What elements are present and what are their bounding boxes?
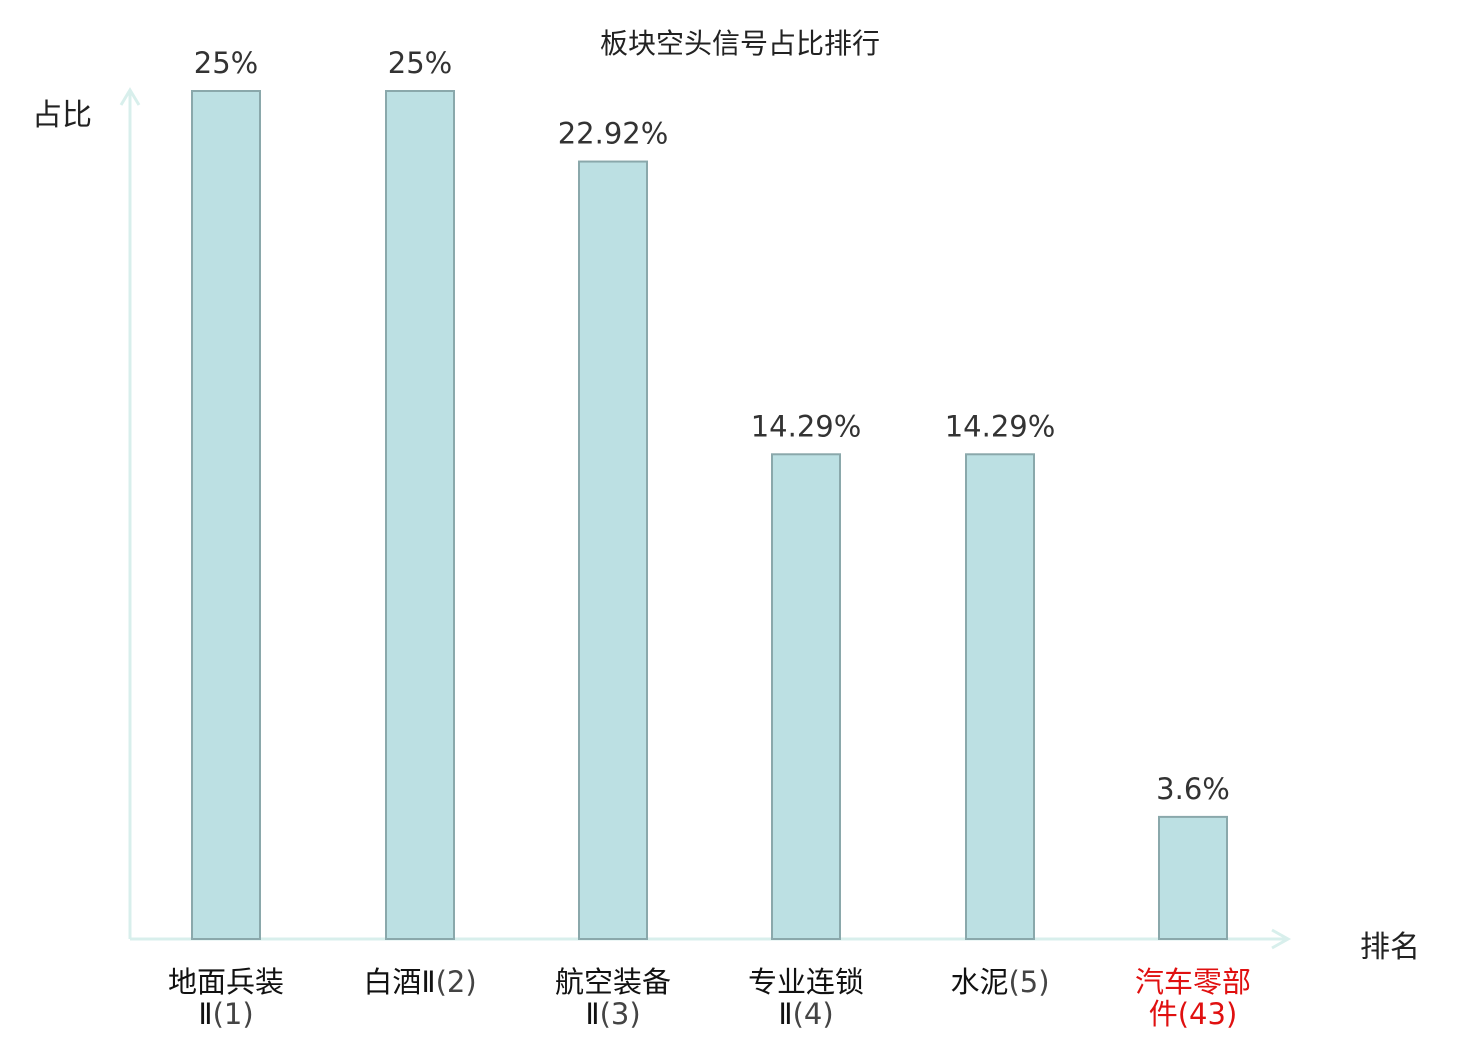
x-tick-label-line2: Ⅱ(4) <box>778 997 834 1031</box>
data-label: 3.6% <box>1156 772 1230 806</box>
x-tick-label-rank: (2) <box>435 965 477 999</box>
x-tick-label-rank: (5) <box>1008 965 1050 999</box>
data-label: 25% <box>194 46 258 80</box>
x-axis-label: 排名 <box>1360 930 1420 965</box>
x-tick-label-line2: 件(43) <box>1148 997 1238 1031</box>
bar <box>771 453 841 940</box>
x-tick-label-rank: (3) <box>599 997 641 1031</box>
x-tick-label-line2: Ⅱ(1) <box>198 997 254 1031</box>
x-tick-label: 水泥(5) <box>905 966 1095 998</box>
bar <box>1158 815 1228 940</box>
chart-title: 板块空头信号占比排行 <box>599 27 880 60</box>
x-tick-label-line2: Ⅱ(3) <box>585 997 641 1031</box>
x-tick-label: 专业连锁 Ⅱ(4) <box>711 966 901 1030</box>
bar <box>578 160 648 941</box>
y-axis-label: 占比 <box>32 98 92 133</box>
x-tick-label: 汽车零部 件(43) <box>1098 966 1288 1030</box>
y-axis-arrow <box>119 87 141 106</box>
x-tick-label-name: 地面兵装 <box>167 965 284 999</box>
bar <box>191 90 261 940</box>
bar <box>965 453 1035 940</box>
x-tick-label-rank: (4) <box>792 997 834 1031</box>
x-tick-label-name: 白酒Ⅱ <box>363 965 436 999</box>
x-tick-label: 航空装备 Ⅱ(3) <box>518 966 708 1030</box>
x-tick-label: 白酒Ⅱ(2) <box>325 966 515 998</box>
x-axis-arrow <box>1271 928 1292 950</box>
x-tick-label-name: 专业连锁 <box>747 965 864 999</box>
data-label: 22.92% <box>558 117 669 151</box>
x-tick-label-rank: (43) <box>1177 997 1238 1031</box>
x-tick-label: 地面兵装 Ⅱ(1) <box>131 966 321 1030</box>
x-tick-label-name: 汽车零部 <box>1134 965 1251 999</box>
x-tick-label-name: 水泥 <box>950 965 1009 999</box>
data-label: 14.29% <box>751 409 862 443</box>
data-label: 25% <box>388 46 452 80</box>
data-label: 14.29% <box>945 409 1056 443</box>
x-tick-label-rank: (1) <box>212 997 254 1031</box>
bar <box>385 90 455 940</box>
x-tick-label-name: 航空装备 <box>554 965 671 999</box>
